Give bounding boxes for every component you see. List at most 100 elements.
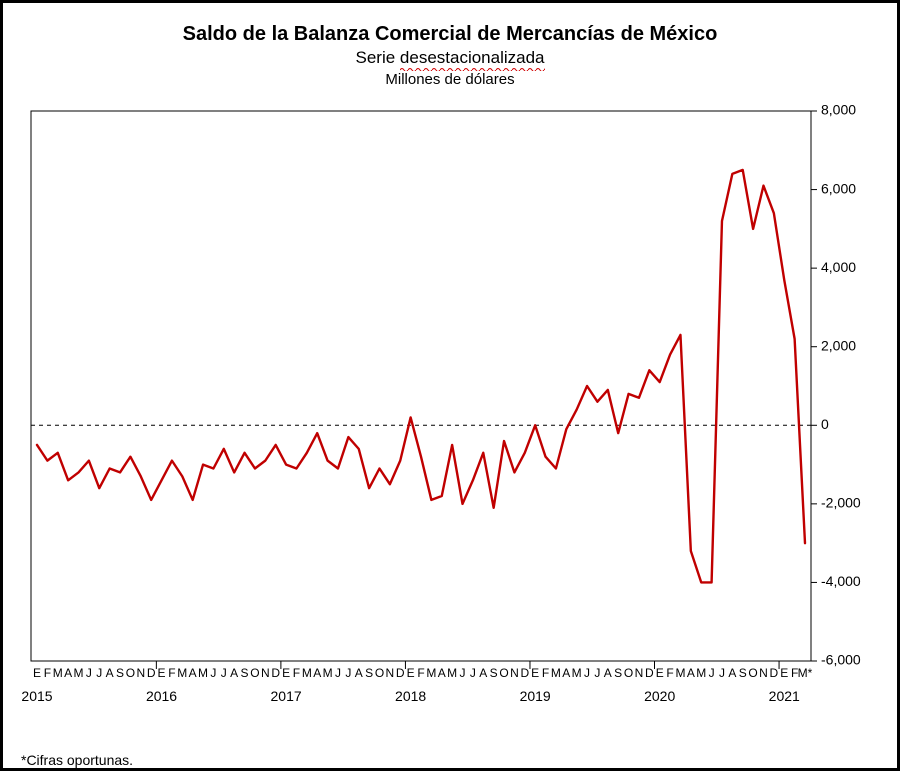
- x-month-letter: E: [656, 666, 664, 680]
- x-month-letter: A: [313, 666, 321, 680]
- y-tick-label: 2,000: [821, 338, 856, 354]
- x-month-letter: E: [282, 666, 290, 680]
- title-block: Saldo de la Balanza Comercial de Mercanc…: [21, 21, 879, 89]
- x-month-letter: M: [323, 666, 333, 680]
- x-month-letter: E: [780, 666, 788, 680]
- x-month-letter: S: [116, 666, 124, 680]
- x-month-letter: O: [624, 666, 633, 680]
- x-month-letter: J: [210, 666, 216, 680]
- x-month-letter: M: [302, 666, 312, 680]
- subtitle-pre: Serie: [355, 48, 399, 67]
- x-month-letter: A: [728, 666, 736, 680]
- x-month-letter: O: [499, 666, 508, 680]
- x-month-letter: M: [447, 666, 457, 680]
- x-month-letter: E: [33, 666, 41, 680]
- x-year-label: 2020: [644, 688, 675, 704]
- chart-unit: Millones de dólares: [21, 70, 879, 90]
- x-month-letter: F: [168, 666, 175, 680]
- subtitle-word: desestacionalizada: [400, 47, 545, 69]
- x-month-letter: O: [748, 666, 757, 680]
- x-month-letter: F: [417, 666, 424, 680]
- x-month-letter: M: [572, 666, 582, 680]
- x-month-letter: D: [770, 666, 779, 680]
- x-month-letter: J: [335, 666, 341, 680]
- chart-footnote: *Cifras oportunas.: [21, 752, 879, 768]
- x-month-letter: J: [221, 666, 227, 680]
- y-tick-label: 4,000: [821, 259, 856, 275]
- x-month-letter: O: [250, 666, 259, 680]
- x-month-letter: J: [460, 666, 466, 680]
- x-year-label: 2019: [520, 688, 551, 704]
- x-month-letter: A: [604, 666, 612, 680]
- x-month-letter: M*: [798, 666, 813, 680]
- x-month-letter: S: [614, 666, 622, 680]
- x-month-letter: N: [136, 666, 145, 680]
- x-month-letter: F: [542, 666, 549, 680]
- x-month-letter: D: [520, 666, 529, 680]
- x-month-letter: S: [490, 666, 498, 680]
- x-month-letter: A: [479, 666, 487, 680]
- chart-frame: Saldo de la Balanza Comercial de Mercanc…: [0, 0, 900, 771]
- x-month-letter: A: [106, 666, 114, 680]
- x-year-label: 2017: [271, 688, 302, 704]
- x-year-label: 2018: [395, 688, 426, 704]
- x-month-letter: A: [562, 666, 570, 680]
- x-month-letter: O: [126, 666, 135, 680]
- x-month-letter: J: [594, 666, 600, 680]
- chart-svg: -6,000 -4,000 -2,000 0 2,000 4,000 6,000 8,000 E…: [21, 101, 877, 741]
- x-month-letter: N: [635, 666, 644, 680]
- x-month-letter: J: [96, 666, 102, 680]
- x-year-label: 2015: [21, 688, 52, 704]
- x-month-letter: A: [64, 666, 72, 680]
- x-month-letter: A: [230, 666, 238, 680]
- series-line: [37, 170, 805, 583]
- x-month-letter: F: [666, 666, 673, 680]
- x-month-letter: E: [407, 666, 415, 680]
- x-month-letter: J: [719, 666, 725, 680]
- x-month-letter: M: [74, 666, 84, 680]
- x-month-letter: S: [241, 666, 249, 680]
- x-month-letter: M: [53, 666, 63, 680]
- x-month-letter: F: [44, 666, 51, 680]
- x-month-letter: M: [177, 666, 187, 680]
- x-month-letter: N: [261, 666, 270, 680]
- x-month-letter: M: [675, 666, 685, 680]
- x-month-letter: E: [531, 666, 539, 680]
- x-month-letter: S: [739, 666, 747, 680]
- y-tick-label: 8,000: [821, 102, 856, 118]
- y-tick-label: -2,000: [821, 495, 861, 511]
- x-month-letter: D: [147, 666, 156, 680]
- x-month-letter: D: [645, 666, 654, 680]
- x-month-letter: M: [426, 666, 436, 680]
- chart-title: Saldo de la Balanza Comercial de Mercanc…: [21, 21, 879, 47]
- x-month-letter: N: [386, 666, 395, 680]
- x-month-letter: F: [293, 666, 300, 680]
- y-tick-label: -6,000: [821, 652, 861, 668]
- x-month-letter: J: [709, 666, 715, 680]
- x-month-letter: J: [470, 666, 476, 680]
- x-month-letter: J: [584, 666, 590, 680]
- x-month-letter: S: [365, 666, 373, 680]
- x-month-letter: N: [510, 666, 519, 680]
- x-month-letter: N: [759, 666, 768, 680]
- y-tick-label: -4,000: [821, 573, 861, 589]
- x-year-label: 2016: [146, 688, 177, 704]
- x-month-letter: A: [438, 666, 446, 680]
- x-month-letter: D: [396, 666, 405, 680]
- plot-area: -6,000 -4,000 -2,000 0 2,000 4,000 6,000 8,000 E…: [21, 101, 879, 746]
- x-month-letter: D: [271, 666, 280, 680]
- x-month-letter: M: [198, 666, 208, 680]
- x-month-letter: A: [355, 666, 363, 680]
- x-month-letter: A: [687, 666, 695, 680]
- x-month-letter: A: [189, 666, 197, 680]
- x-month-letter: J: [345, 666, 351, 680]
- y-tick-label: 0: [821, 416, 829, 432]
- plot-border: [31, 111, 811, 661]
- x-month-letter: E: [158, 666, 166, 680]
- x-year-label: 2021: [769, 688, 800, 704]
- y-tick-label: 6,000: [821, 181, 856, 197]
- x-month-letter: M: [551, 666, 561, 680]
- x-month-letter: M: [696, 666, 706, 680]
- x-month-letter: O: [375, 666, 384, 680]
- x-month-letter: J: [86, 666, 92, 680]
